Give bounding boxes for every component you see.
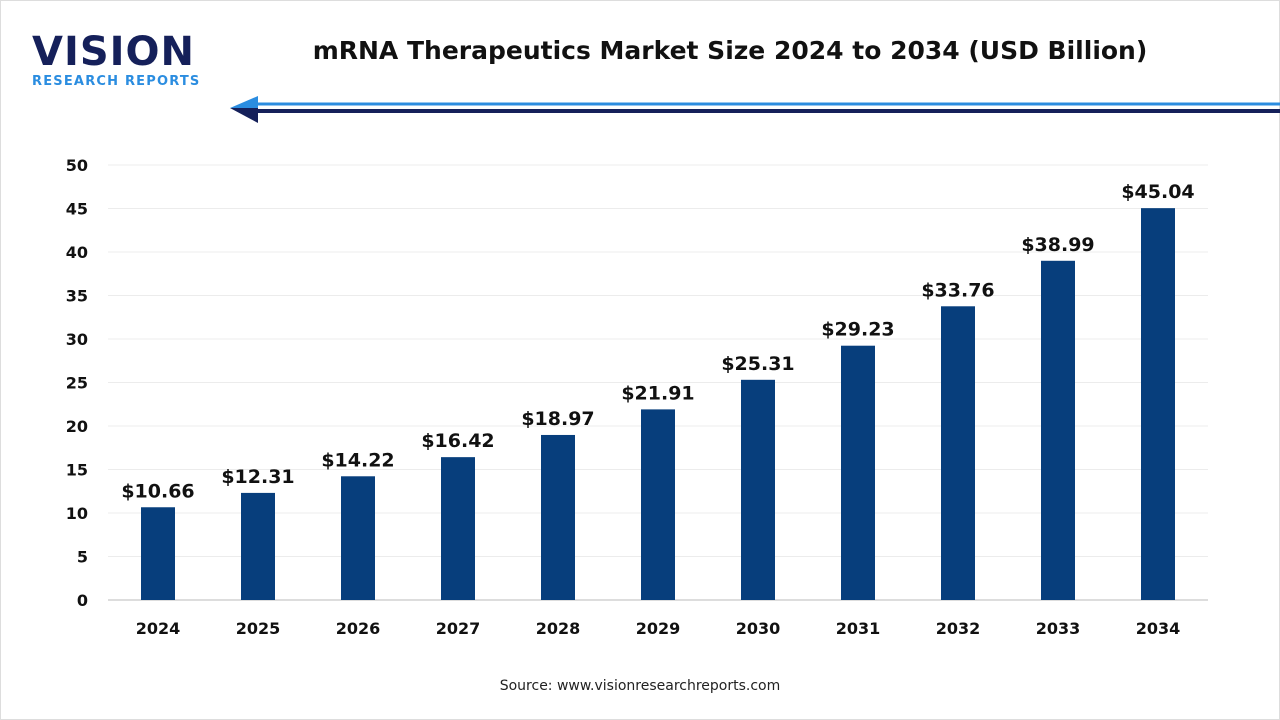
x-tick-label: 2025 (236, 619, 281, 638)
bar (1041, 260, 1075, 600)
y-tick-label: 45 (66, 200, 88, 219)
logo-sub: RESEARCH REPORTS (32, 74, 201, 89)
data-label: $21.91 (621, 382, 694, 404)
data-label: $14.22 (321, 449, 394, 471)
logo: VISION RESEARCH REPORTS (32, 32, 200, 89)
y-tick-label: 35 (66, 287, 88, 306)
y-tick-label: 40 (66, 243, 88, 262)
data-label: $29.23 (821, 319, 894, 341)
data-label: $10.66 (121, 480, 194, 502)
data-label: $33.76 (921, 279, 994, 301)
data-label: $12.31 (221, 466, 294, 488)
x-tick-label: 2033 (1036, 619, 1081, 638)
x-tick-label: 2024 (136, 619, 181, 638)
data-label: $45.04 (1121, 181, 1194, 203)
bar (1141, 208, 1175, 601)
bar (441, 457, 475, 600)
x-tick-label: 2030 (736, 619, 781, 638)
bar (741, 379, 775, 600)
data-label: $18.97 (521, 408, 594, 430)
y-tick-label: 30 (66, 330, 88, 349)
source-note: Source: www.visionresearchreports.com (499, 678, 781, 694)
y-tick-label: 20 (66, 417, 88, 436)
y-tick-label: 15 (66, 461, 88, 480)
bar (341, 476, 375, 600)
x-tick-label: 2028 (536, 619, 581, 638)
data-label: $38.99 (1021, 234, 1094, 256)
arrow-decoration-icon (230, 96, 1280, 123)
data-label: $25.31 (721, 353, 794, 375)
x-tick-label: 2034 (1136, 619, 1181, 638)
data-label: $16.42 (421, 430, 494, 452)
x-tick-label: 2026 (336, 619, 381, 638)
logo-main: VISION (32, 29, 196, 75)
x-tick-label: 2027 (436, 619, 481, 638)
y-tick-label: 5 (77, 548, 88, 567)
chart-title: mRNA Therapeutics Market Size 2024 to 20… (312, 36, 1148, 65)
y-tick-label: 25 (66, 374, 88, 393)
x-tick-label: 2031 (836, 619, 881, 638)
x-tick-label: 2029 (636, 619, 681, 638)
bar (241, 492, 275, 600)
bar (941, 306, 975, 600)
bar (141, 507, 175, 600)
bar (641, 409, 675, 600)
x-tick-label: 2032 (936, 619, 981, 638)
y-tick-label: 10 (66, 504, 88, 523)
y-tick-label: 50 (66, 156, 88, 175)
bar (841, 345, 875, 600)
y-tick-label: 0 (77, 591, 88, 610)
bar (541, 434, 575, 600)
